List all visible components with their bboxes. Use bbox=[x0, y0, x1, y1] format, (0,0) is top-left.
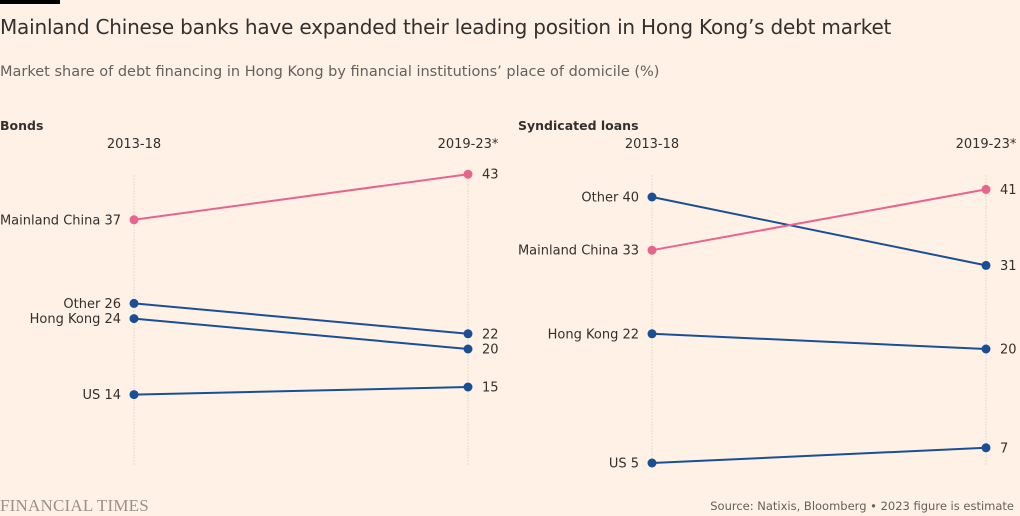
ft-logo: FINANCIAL TIMES bbox=[0, 496, 149, 515]
ft-top-bar bbox=[0, 0, 60, 4]
chart-subtitle: Market share of debt financing in Hong K… bbox=[0, 64, 660, 80]
label-end-us: 15 bbox=[482, 381, 499, 396]
label-end-other: 22 bbox=[482, 327, 499, 342]
label-end-us: 7 bbox=[1000, 441, 1008, 456]
label-end-mainland-china: 43 bbox=[482, 168, 499, 183]
label-end-other: 31 bbox=[1000, 259, 1017, 274]
series-line-us bbox=[133, 386, 469, 396]
panel-1: 2013-18 2019-23* Other 40 31 Hong Kong 22 20 U… bbox=[518, 137, 1017, 472]
source-note: Source: Natixis, Bloomberg • 2023 figure… bbox=[710, 499, 1014, 513]
point-start-hong-kong bbox=[647, 329, 657, 339]
panel-0: 2013-18 2019-23* Other 26 22 Hong Kong 24 20 U… bbox=[0, 137, 499, 465]
series-line-mainland-china bbox=[133, 173, 469, 221]
point-end-mainland-china bbox=[463, 169, 473, 179]
point-start-mainland-china bbox=[647, 245, 657, 255]
point-end-other bbox=[463, 329, 473, 339]
series-line-other bbox=[651, 196, 987, 267]
label-end-mainland-china: 41 bbox=[1000, 183, 1017, 198]
point-end-hong-kong bbox=[981, 344, 991, 354]
point-start-hong-kong bbox=[129, 314, 139, 324]
label-start-hong-kong: Hong Kong 24 bbox=[30, 312, 121, 327]
label-start-other: Other 26 bbox=[63, 297, 121, 312]
label-start-us: US 5 bbox=[609, 457, 639, 472]
column-label: 2019-23* bbox=[438, 137, 499, 152]
point-end-hong-kong bbox=[463, 344, 473, 354]
label-end-hong-kong: 20 bbox=[482, 343, 499, 358]
point-start-us bbox=[647, 458, 657, 468]
label-start-us: US 14 bbox=[83, 388, 121, 403]
column-label: 2013-18 bbox=[107, 137, 161, 152]
series-line-mainland-china bbox=[651, 188, 987, 252]
column-label: 2013-18 bbox=[625, 137, 679, 152]
series-line-hong-kong bbox=[133, 317, 469, 350]
series-line-other bbox=[133, 302, 469, 335]
point-end-us bbox=[463, 382, 473, 392]
label-start-hong-kong: Hong Kong 22 bbox=[548, 327, 639, 342]
column-label: 2019-23* bbox=[956, 137, 1017, 152]
panel-title-loans: Syndicated loans bbox=[518, 118, 639, 133]
chart-title: Mainland Chinese banks have expanded the… bbox=[0, 15, 892, 39]
panel-title-bonds: Bonds bbox=[0, 118, 44, 133]
point-start-other bbox=[129, 298, 139, 308]
point-end-us bbox=[981, 443, 991, 453]
series-line-us bbox=[651, 446, 987, 464]
label-start-other: Other 40 bbox=[581, 191, 639, 206]
label-start-mainland-china: Mainland China 37 bbox=[0, 213, 121, 228]
series-line-hong-kong bbox=[651, 332, 987, 350]
point-start-mainland-china bbox=[129, 215, 139, 225]
label-end-hong-kong: 20 bbox=[1000, 343, 1017, 358]
label-start-mainland-china: Mainland China 33 bbox=[518, 244, 639, 259]
point-start-other bbox=[647, 192, 657, 202]
point-end-other bbox=[981, 260, 991, 270]
point-start-us bbox=[129, 390, 139, 400]
point-end-mainland-china bbox=[981, 184, 991, 194]
